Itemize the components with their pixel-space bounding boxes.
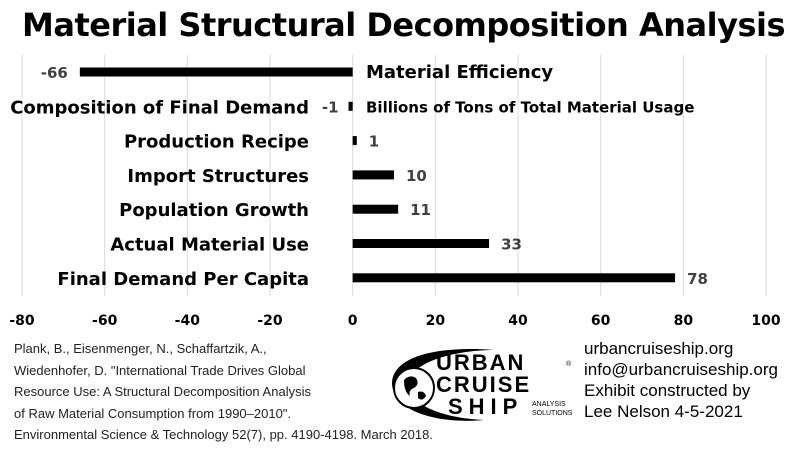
category-label: Population Growth	[119, 200, 309, 221]
grid-lines	[21, 55, 767, 296]
logo-tag-solutions: SOLUTIONS	[532, 410, 573, 417]
value-label: -66	[41, 64, 68, 82]
credit-text: Exhibit constructed by	[584, 381, 751, 400]
x-tick-label: -20	[257, 313, 283, 329]
registered-mark: ®	[566, 360, 572, 368]
x-tick-label: 60	[591, 313, 611, 329]
bar	[352, 136, 357, 146]
x-tick-label: 80	[674, 313, 694, 329]
value-label: 78	[687, 270, 708, 288]
logo-tag-analysis: ANALYSIS	[532, 401, 566, 408]
category-label: Final Demand Per Capita	[57, 269, 309, 290]
citation-line: of Raw Material Consumption from 1990–20…	[14, 405, 292, 421]
value-label: 10	[406, 167, 427, 185]
x-tick-label: -80	[9, 313, 35, 329]
category-label: Import Structures	[127, 166, 309, 187]
x-tick-label: 0	[348, 313, 358, 329]
x-tick-label: 20	[426, 313, 446, 329]
author-date-text: Lee Nelson 4-5-2021	[584, 402, 743, 421]
value-label: 11	[410, 201, 431, 219]
units-note: Billions of Tons of Total Material Usage	[366, 98, 694, 116]
labels: -80 -60 -40 -20 0 20 40 60 80 100 Material Efficie…	[9, 62, 781, 329]
value-label: -1	[322, 98, 339, 116]
bar	[352, 273, 676, 283]
bar	[79, 67, 353, 77]
citation-line: Resource Use: A Structural Decomposition…	[14, 384, 311, 399]
value-label: 1	[369, 133, 379, 151]
category-label: Composition of Final Demand	[10, 97, 309, 118]
x-tick-label: -40	[175, 313, 201, 329]
website-text: urbancruiseship.org	[584, 339, 734, 358]
bars	[79, 67, 676, 283]
bar	[348, 101, 353, 111]
citation-block: Plank, B., Eisenmenger, N., Schaffartzik…	[14, 338, 433, 446]
logo-text-urban: URBAN	[436, 350, 525, 375]
bar	[352, 239, 490, 248]
value-label: 33	[501, 236, 522, 254]
citation-line: Wiedenhofer, D. "International Trade Dri…	[14, 362, 306, 378]
urban-cruise-ship-logo: URBAN CRUISE SHIP ® ANALYSIS SOLUTIONS	[392, 349, 573, 421]
chart-title: Material Structural Decomposition Analys…	[22, 6, 786, 44]
x-tick-label: -60	[92, 313, 118, 329]
category-label: Actual Material Use	[110, 235, 309, 256]
logo-text-ship: SHIP	[448, 394, 523, 419]
contact-block: urbancruiseship.org info@urbancruiseship…	[584, 338, 778, 422]
bar	[352, 170, 394, 180]
x-tick-label: 100	[751, 313, 780, 329]
email-text: info@urbancruiseship.org	[584, 360, 778, 379]
x-tick-label: 40	[508, 313, 528, 329]
category-label: Material Efficiency	[366, 62, 553, 83]
bar-chart: -80 -60 -40 -20 0 20 40 60 80 100 Material Efficie…	[9, 55, 781, 329]
citation-line: Plank, B., Eisenmenger, N., Schaffartzik…	[14, 341, 267, 356]
citation-line: Environmental Science & Technology 52(7)…	[14, 427, 433, 442]
category-label: Production Recipe	[124, 132, 309, 153]
logo-text-cruise: CRUISE	[436, 372, 531, 397]
bar	[352, 204, 399, 214]
